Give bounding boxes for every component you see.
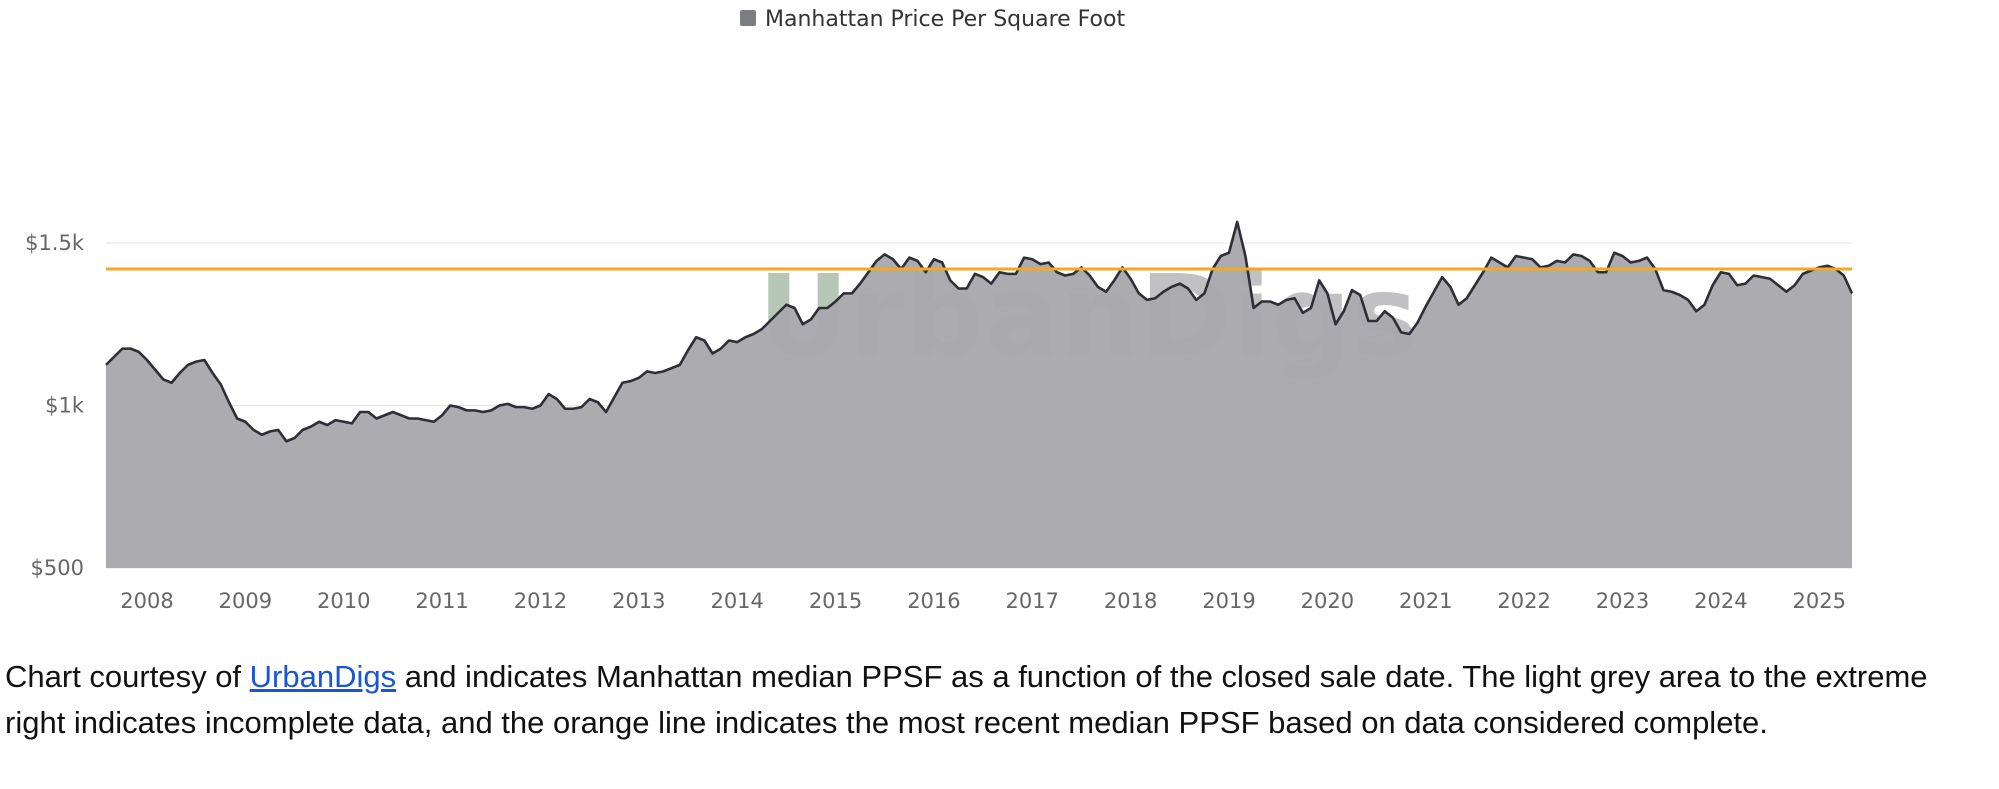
x-tick-label: 2025 [1792, 589, 1845, 613]
x-tick-label: 2017 [1006, 589, 1059, 613]
y-tick-label: $500 [31, 556, 84, 580]
legend-label: Manhattan Price Per Square Foot [765, 7, 1125, 32]
x-tick-label: 2021 [1399, 589, 1452, 613]
chart-caption: Chart courtesy of UrbanDigs and indicate… [5, 654, 1995, 746]
x-tick-label: 2020 [1301, 589, 1354, 613]
y-axis-ticks: $500 $1k $1.5k [25, 231, 85, 580]
x-tick-label: 2012 [514, 589, 567, 613]
ppsf-line [105, 220, 1854, 443]
x-tick-label: 2008 [120, 589, 173, 613]
x-tick-label: 2019 [1202, 589, 1255, 613]
urbandigs-link[interactable]: UrbanDigs [249, 659, 397, 694]
x-tick-label: 2022 [1497, 589, 1550, 613]
x-tick-label: 2015 [809, 589, 862, 613]
ppsf-series [105, 220, 1854, 568]
x-tick-label: 2013 [612, 589, 665, 613]
ppsf-chart: UrbanDigs $500$1k$1.5k 20082009201020112… [25, 7, 1854, 613]
x-tick-label: 2009 [219, 589, 272, 613]
x-tick-label: 2016 [907, 589, 960, 613]
y-tick-label: $1.5k [25, 231, 85, 255]
x-tick-label: 2010 [317, 589, 370, 613]
legend[interactable]: Manhattan Price Per Square Foot [740, 7, 1125, 32]
legend-swatch [740, 10, 756, 26]
y-tick-label: $1k [45, 394, 85, 418]
x-tick-label: 2024 [1694, 589, 1747, 613]
x-tick-label: 2014 [710, 589, 763, 613]
caption-prefix: Chart courtesy of [5, 659, 250, 694]
x-tick-label: 2011 [415, 589, 468, 613]
x-tick-label: 2018 [1104, 589, 1157, 613]
x-tick-label: 2023 [1596, 589, 1649, 613]
caption-suffix: and indicates Manhattan median PPSF as a… [5, 659, 1928, 740]
x-axis-ticks: 2008 2009 2010 2011 2012 2013 2014 2015 2016 2017… [120, 589, 1846, 613]
ppsf-area [106, 221, 1852, 568]
